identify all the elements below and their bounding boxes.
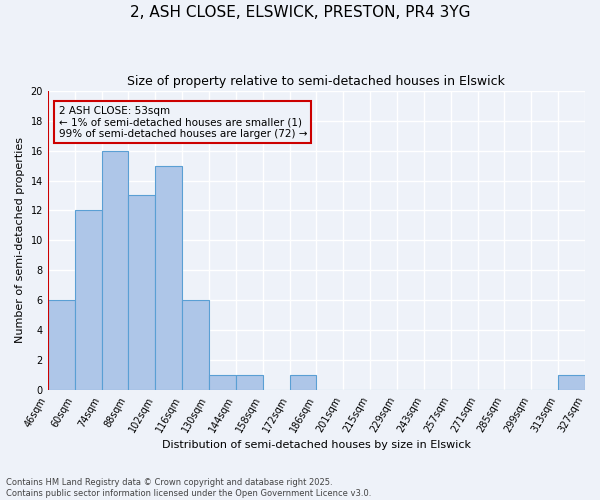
Y-axis label: Number of semi-detached properties: Number of semi-detached properties	[15, 138, 25, 344]
Bar	[558, 376, 585, 390]
Text: Contains HM Land Registry data © Crown copyright and database right 2025.
Contai: Contains HM Land Registry data © Crown c…	[6, 478, 371, 498]
Bar	[128, 196, 155, 390]
Bar	[101, 150, 128, 390]
Title: Size of property relative to semi-detached houses in Elswick: Size of property relative to semi-detach…	[127, 75, 505, 88]
Bar	[155, 166, 182, 390]
Bar	[48, 300, 74, 390]
Text: 2 ASH CLOSE: 53sqm
← 1% of semi-detached houses are smaller (1)
99% of semi-deta: 2 ASH CLOSE: 53sqm ← 1% of semi-detached…	[59, 106, 307, 138]
Bar	[209, 376, 236, 390]
Text: 2, ASH CLOSE, ELSWICK, PRESTON, PR4 3YG: 2, ASH CLOSE, ELSWICK, PRESTON, PR4 3YG	[130, 5, 470, 20]
Bar	[236, 376, 263, 390]
X-axis label: Distribution of semi-detached houses by size in Elswick: Distribution of semi-detached houses by …	[162, 440, 471, 450]
Bar	[290, 376, 316, 390]
Bar	[74, 210, 101, 390]
Bar	[182, 300, 209, 390]
